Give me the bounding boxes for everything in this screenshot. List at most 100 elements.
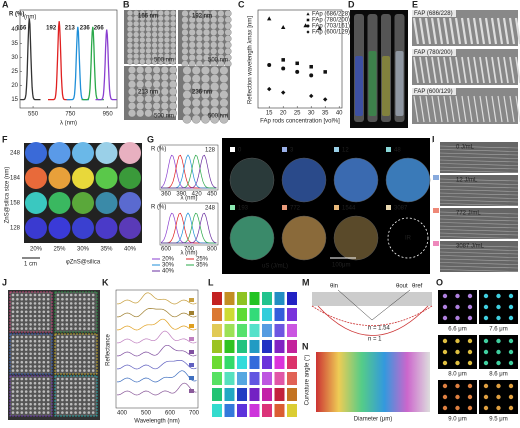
particle — [169, 109, 177, 118]
dot — [33, 323, 37, 326]
dot — [69, 339, 73, 343]
dot — [33, 377, 37, 381]
dot — [508, 360, 514, 366]
particle — [157, 58, 164, 65]
dot — [38, 369, 41, 372]
plot-title: 248 — [205, 206, 216, 212]
dot — [87, 293, 91, 297]
plot-frame — [19, 9, 118, 109]
legend-marker — [306, 18, 310, 22]
dot — [29, 306, 32, 309]
particle — [224, 28, 232, 36]
particle — [170, 37, 177, 44]
dot — [78, 352, 82, 356]
particle — [133, 37, 140, 44]
dot — [83, 293, 86, 297]
dot — [74, 394, 77, 398]
dot-sample — [48, 217, 71, 239]
layer — [439, 218, 519, 222]
dose-label: 3 — [290, 148, 294, 154]
legend-label: 20% — [162, 257, 175, 263]
dot — [29, 411, 32, 414]
dot — [33, 339, 37, 343]
dot — [56, 407, 60, 410]
dot — [42, 360, 46, 364]
rod — [424, 17, 432, 45]
dot — [91, 327, 95, 330]
dot — [46, 306, 50, 309]
dot — [29, 381, 32, 385]
particle — [144, 66, 153, 74]
rod — [491, 56, 497, 84]
x-axis-label: Wavelength (nm) — [134, 419, 179, 425]
layer — [439, 149, 519, 152]
dot — [69, 306, 73, 309]
sample-image — [333, 157, 379, 203]
y-axis-label: R (%) — [9, 12, 24, 18]
color-swatch — [274, 388, 285, 401]
dot — [46, 377, 50, 381]
particle — [139, 58, 146, 65]
dot — [65, 339, 69, 343]
particle — [157, 37, 164, 44]
dot — [91, 335, 95, 339]
x-tick-label: 700 — [184, 247, 195, 253]
tube-fill — [368, 51, 377, 116]
y-tick-label: 40 — [11, 27, 18, 33]
layer — [439, 185, 519, 189]
color-swatch — [224, 404, 235, 417]
rod — [455, 56, 461, 84]
dot — [496, 349, 501, 355]
particle — [128, 66, 136, 74]
particle — [152, 66, 161, 74]
dot — [24, 398, 28, 402]
dot — [38, 335, 41, 339]
dot — [65, 402, 69, 406]
y-tick-label: 25 — [11, 69, 18, 75]
dot — [442, 360, 448, 366]
dot — [61, 390, 64, 393]
particle — [127, 47, 134, 54]
dot — [69, 402, 73, 406]
label-swatch — [433, 208, 439, 213]
dot-sample — [72, 217, 94, 239]
legend-label: 40% — [162, 269, 175, 275]
dot — [483, 405, 489, 411]
plot-frame — [257, 9, 343, 109]
particle — [157, 26, 164, 33]
dot — [69, 411, 73, 414]
dot — [24, 327, 28, 330]
dot — [56, 394, 60, 398]
rod — [430, 17, 438, 45]
dot — [29, 369, 32, 372]
dot — [16, 398, 19, 402]
panel-letter: D — [348, 0, 355, 9]
marker — [309, 93, 314, 99]
color-swatch — [249, 388, 260, 401]
dot — [33, 310, 37, 314]
dot — [74, 339, 77, 343]
dot — [83, 356, 86, 360]
dot — [38, 352, 41, 356]
label-swatch — [386, 147, 391, 152]
scale-label: 500 nm — [208, 58, 228, 64]
dot — [87, 297, 91, 301]
rod — [479, 56, 485, 84]
ir-outline — [387, 217, 429, 259]
dot — [11, 377, 15, 381]
color-swatch — [249, 372, 260, 385]
dot — [38, 314, 41, 318]
panel-letter: E — [412, 0, 418, 9]
rod — [502, 17, 510, 45]
dot-sample — [48, 192, 71, 214]
color-swatch — [212, 404, 222, 417]
dot — [24, 394, 28, 398]
dot — [38, 407, 41, 410]
particle — [128, 109, 136, 118]
dot — [74, 335, 77, 339]
dot — [69, 302, 73, 305]
dot-sample — [119, 142, 141, 164]
dot — [91, 314, 95, 318]
spectrum-peak — [48, 21, 71, 101]
